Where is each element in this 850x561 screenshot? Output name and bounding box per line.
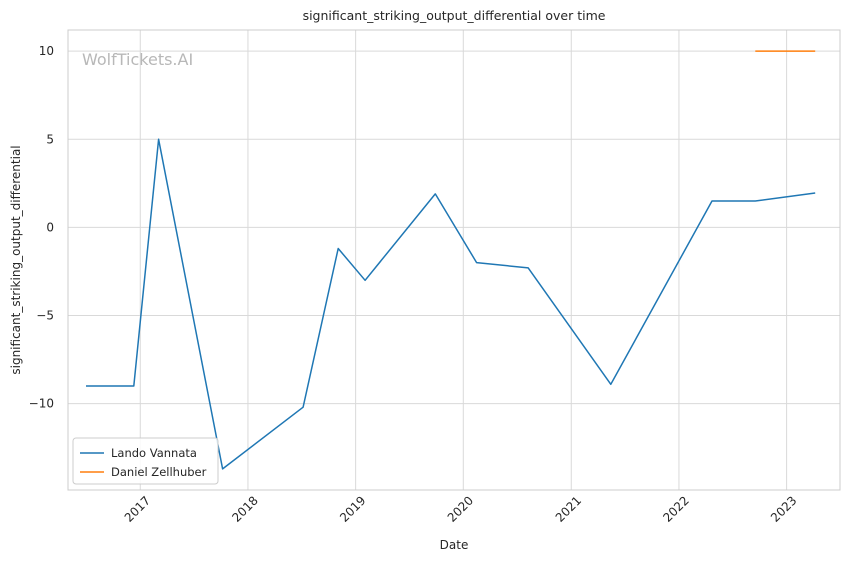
x-tick-label-2022: 2022	[660, 493, 691, 524]
y-tick-label-10: 10	[39, 44, 54, 58]
x-axis-title: Date	[440, 538, 469, 552]
x-tick-label-2019: 2019	[337, 493, 368, 524]
chart-title: significant_striking_output_differential…	[303, 8, 606, 23]
legend: Lando Vannata Daniel Zellhuber	[72, 437, 219, 485]
x-tick-label-2018: 2018	[229, 493, 260, 524]
series-line-lando-vannata	[86, 138, 816, 470]
plot-frame	[67, 29, 841, 491]
plot-area	[68, 30, 840, 490]
y-tick-label-5: 5	[46, 132, 54, 146]
x-tick-labels: 2017 2018 2019 2020 2021 2022 2023	[122, 493, 800, 524]
legend-label-lando-vannata: Lando Vannata	[111, 446, 197, 460]
y-axis-title: significant_striking_output_differential	[9, 145, 23, 374]
y-tick-label-0: 0	[46, 220, 54, 234]
y-tick-labels: −10 −5 0 5 10	[29, 44, 54, 410]
x-tick-label-2017: 2017	[122, 493, 153, 524]
y-gridlines	[68, 50, 840, 405]
legend-box	[72, 437, 219, 485]
y-tick-label--10: −10	[29, 397, 54, 411]
watermark: WolfTickets.AI	[82, 50, 193, 69]
y-tick-label--5: −5	[36, 309, 54, 323]
series-layer	[86, 50, 816, 470]
x-tick-label-2021: 2021	[553, 493, 584, 524]
legend-label-daniel-zellhuber: Daniel Zellhuber	[111, 465, 207, 479]
x-tick-label-2023: 2023	[768, 493, 799, 524]
x-tick-label-2020: 2020	[445, 493, 476, 524]
